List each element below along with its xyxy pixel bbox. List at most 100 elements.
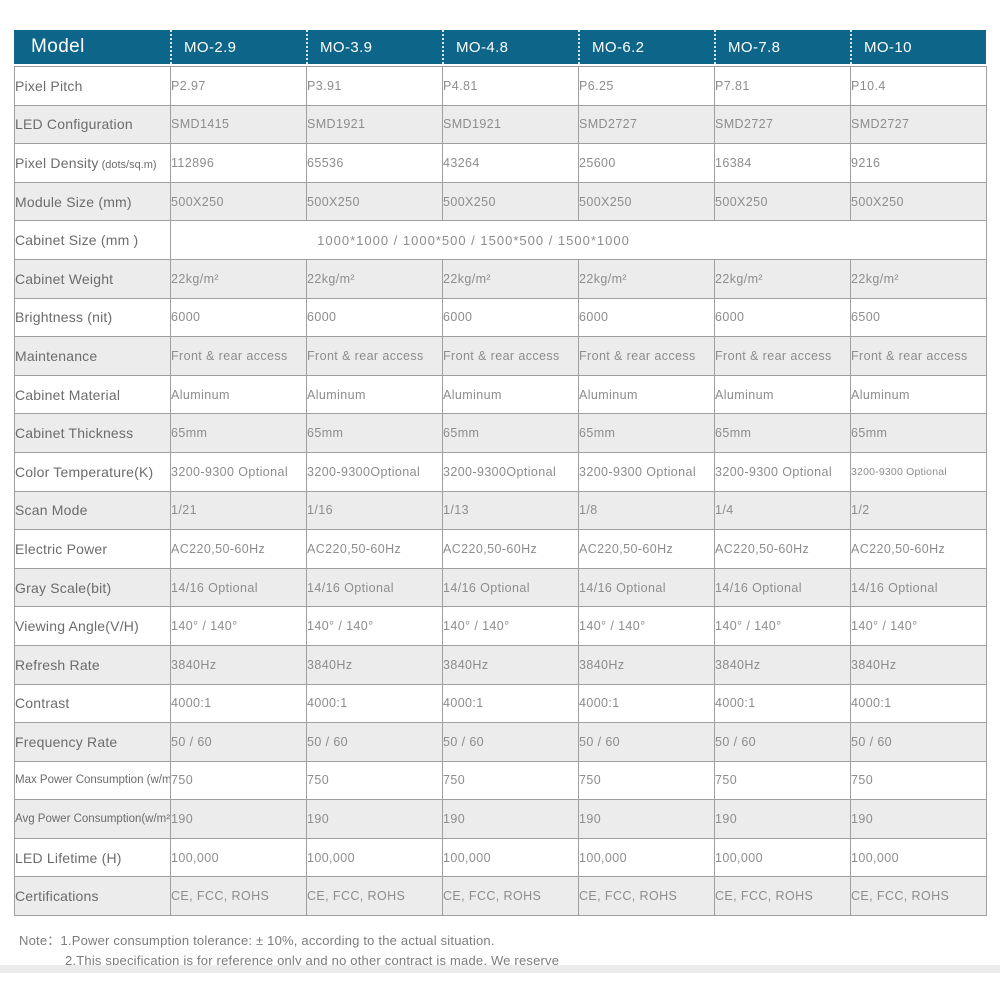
spec-row: Color Temperature(K) 3200-9300 Optional 32… — [14, 451, 987, 492]
spec-value-cell: SMD2727 — [578, 104, 715, 145]
spec-value-cell: 6000 — [578, 297, 715, 338]
spec-value-cell: CE, FCC, ROHS — [442, 876, 579, 917]
spec-row: Pixel Density (dots/sq.m) 112896 65536 4326… — [14, 143, 987, 183]
spec-value-cell: 50 / 60 — [170, 722, 307, 762]
spec-label-cell: Certifications — [14, 876, 171, 917]
spec-value-cell: 100,000 — [850, 837, 987, 878]
spec-label-cell: Pixel Pitch — [14, 66, 171, 106]
spec-row: Cabinet Material Aluminum Aluminum Aluminum… — [14, 374, 987, 415]
note-line-1: Note：1.Power consumption tolerance: ± 10… — [19, 931, 559, 951]
spec-value-cell: 3840Hz — [170, 644, 307, 685]
spec-value-cell: 140° / 140° — [850, 606, 987, 646]
spec-value-cell: 3840Hz — [306, 644, 443, 685]
spec-value-cell: 6000 — [442, 297, 579, 338]
spec-row: Avg Power Consumption(w/m²) 190 190 190 190 1… — [14, 799, 987, 839]
spec-value-cell: 3200-9300 Optional — [850, 451, 987, 492]
spec-value-cell: 3200-9300Optional — [442, 451, 579, 492]
header-model-column: MO-10 — [850, 30, 986, 64]
spec-value-cell: CE, FCC, ROHS — [306, 876, 443, 917]
spec-value-cell: 100,000 — [578, 837, 715, 878]
spec-value-cell: CE, FCC, ROHS — [850, 876, 987, 917]
spec-value-cell: 6500 — [850, 297, 987, 338]
header-model-label: Model — [31, 36, 85, 57]
spec-value-cell: SMD2727 — [714, 104, 851, 145]
spec-row: Brightness (nit) 6000 6000 6000 6000 6000 6500 — [14, 297, 987, 338]
spec-label-cell: Maintenance — [14, 336, 171, 376]
spec-value-cell: 3200-9300Optional — [306, 451, 443, 492]
spec-value-cell: 1/13 — [442, 490, 579, 531]
spec-value-cell: Aluminum — [306, 374, 443, 415]
spec-label-cell: Avg Power Consumption(w/m²) — [14, 799, 171, 839]
spec-value-cell: 65mm — [170, 413, 307, 453]
spec-value-cell: AC220,50-60Hz — [442, 529, 579, 569]
spec-label-cell: Refresh Rate — [14, 644, 171, 685]
spec-value-cell: 500X250 — [170, 181, 307, 222]
spec-value-cell: 4000:1 — [714, 683, 851, 724]
spec-value-cell: 6000 — [170, 297, 307, 338]
spec-value-cell: Aluminum — [714, 374, 851, 415]
spec-value-cell: 3200-9300 Optional — [170, 451, 307, 492]
spec-value-cell: Front & rear access — [714, 336, 851, 376]
spec-value-cell: 3840Hz — [442, 644, 579, 685]
spec-value-cell: 500X250 — [306, 181, 443, 222]
spec-row: Frequency Rate 50 / 60 50 / 60 50 / 60 50 / … — [14, 722, 987, 762]
spec-row: Cabinet Weight 22kg/m² 22kg/m² 22kg/m² 22kg/… — [14, 258, 987, 299]
spec-value-cell: 190 — [714, 799, 851, 839]
spec-value-cell: AC220,50-60Hz — [306, 529, 443, 569]
spec-label-cell: LED Configuration — [14, 104, 171, 145]
spec-value-cell: 4000:1 — [578, 683, 715, 724]
spec-value-cell: 500X250 — [442, 181, 579, 222]
note-text-1: 1.Power consumption tolerance: ± 10%, ac… — [60, 933, 495, 948]
spec-value-cell: 100,000 — [306, 837, 443, 878]
spec-row: LED Lifetime (H) 100,000 100,000 100,000 100… — [14, 837, 987, 878]
spec-value-cell: 500X250 — [578, 181, 715, 222]
spec-value-cell: 140° / 140° — [170, 606, 307, 646]
header-model-column: MO-3.9 — [306, 30, 442, 64]
spec-value-cell: SMD2727 — [850, 104, 987, 145]
spec-row: Certifications CE, FCC, ROHS CE, FCC, ROHS… — [14, 876, 987, 917]
header-model-column: MO-2.9 — [170, 30, 306, 64]
spec-value-cell: Aluminum — [578, 374, 715, 415]
spec-value-cell: 140° / 140° — [578, 606, 715, 646]
spec-value-cell: P7.81 — [714, 66, 851, 106]
spec-row: Electric Power AC220,50-60Hz AC220,50-60Hz… — [14, 529, 987, 569]
spec-value-cell: 6000 — [714, 297, 851, 338]
spec-value-cell: 4000:1 — [442, 683, 579, 724]
spec-label-cell: Frequency Rate — [14, 722, 171, 762]
spec-row: Refresh Rate 3840Hz 3840Hz 3840Hz 3840Hz 3840… — [14, 644, 987, 685]
spec-value-cell: Aluminum — [442, 374, 579, 415]
spec-row: Viewing Angle(V/H) 140° / 140° 140° / 140°… — [14, 606, 987, 646]
bottom-divider-bar — [0, 965, 1000, 973]
spec-value-cell: 140° / 140° — [442, 606, 579, 646]
header-model-column: MO-7.8 — [714, 30, 850, 64]
spec-value-cell: 14/16 Optional — [850, 567, 987, 608]
spec-value-cell: AC220,50-60Hz — [170, 529, 307, 569]
spec-value-cell: 100,000 — [442, 837, 579, 878]
spec-value-cell: 112896 — [170, 143, 307, 183]
spec-value-cell: 43264 — [442, 143, 579, 183]
spec-value-cell: 22kg/m² — [714, 258, 851, 299]
spec-value-cell: 750 — [714, 760, 851, 801]
spec-value-cell: 750 — [850, 760, 987, 801]
spec-row: Scan Mode 1/21 1/16 1/13 1/8 1/4 1/2 — [14, 490, 987, 531]
spec-value-cell: CE, FCC, ROHS — [714, 876, 851, 917]
spec-value-cell: 3840Hz — [578, 644, 715, 685]
spec-value-cell: 190 — [170, 799, 307, 839]
spec-row: Contrast 4000:1 4000:1 4000:1 4000:1 4000:1 40… — [14, 683, 987, 724]
spec-value-cell: CE, FCC, ROHS — [578, 876, 715, 917]
spec-value-cell: Front & rear access — [850, 336, 987, 376]
spec-label-cell: Cabinet Material — [14, 374, 171, 415]
spec-label-cell: Cabinet Thickness — [14, 413, 171, 453]
spec-value-cell: P3.91 — [306, 66, 443, 106]
spec-table-body: Pixel Pitch P2.97 P3.91 P4.81 P6.25 P7.81 P10.… — [14, 66, 987, 917]
spec-label-note: (dots/sq.m) — [98, 158, 157, 171]
spec-value-cell: 750 — [170, 760, 307, 801]
spec-value-cell: 22kg/m² — [850, 258, 987, 299]
spec-value-cell: CE, FCC, ROHS — [170, 876, 307, 917]
spec-value-cell: 6000 — [306, 297, 443, 338]
spec-value-cell: Aluminum — [170, 374, 307, 415]
spec-value-cell: AC220,50-60Hz — [850, 529, 987, 569]
spec-label-cell: Scan Mode — [14, 490, 171, 531]
spec-value-cell: 140° / 140° — [714, 606, 851, 646]
